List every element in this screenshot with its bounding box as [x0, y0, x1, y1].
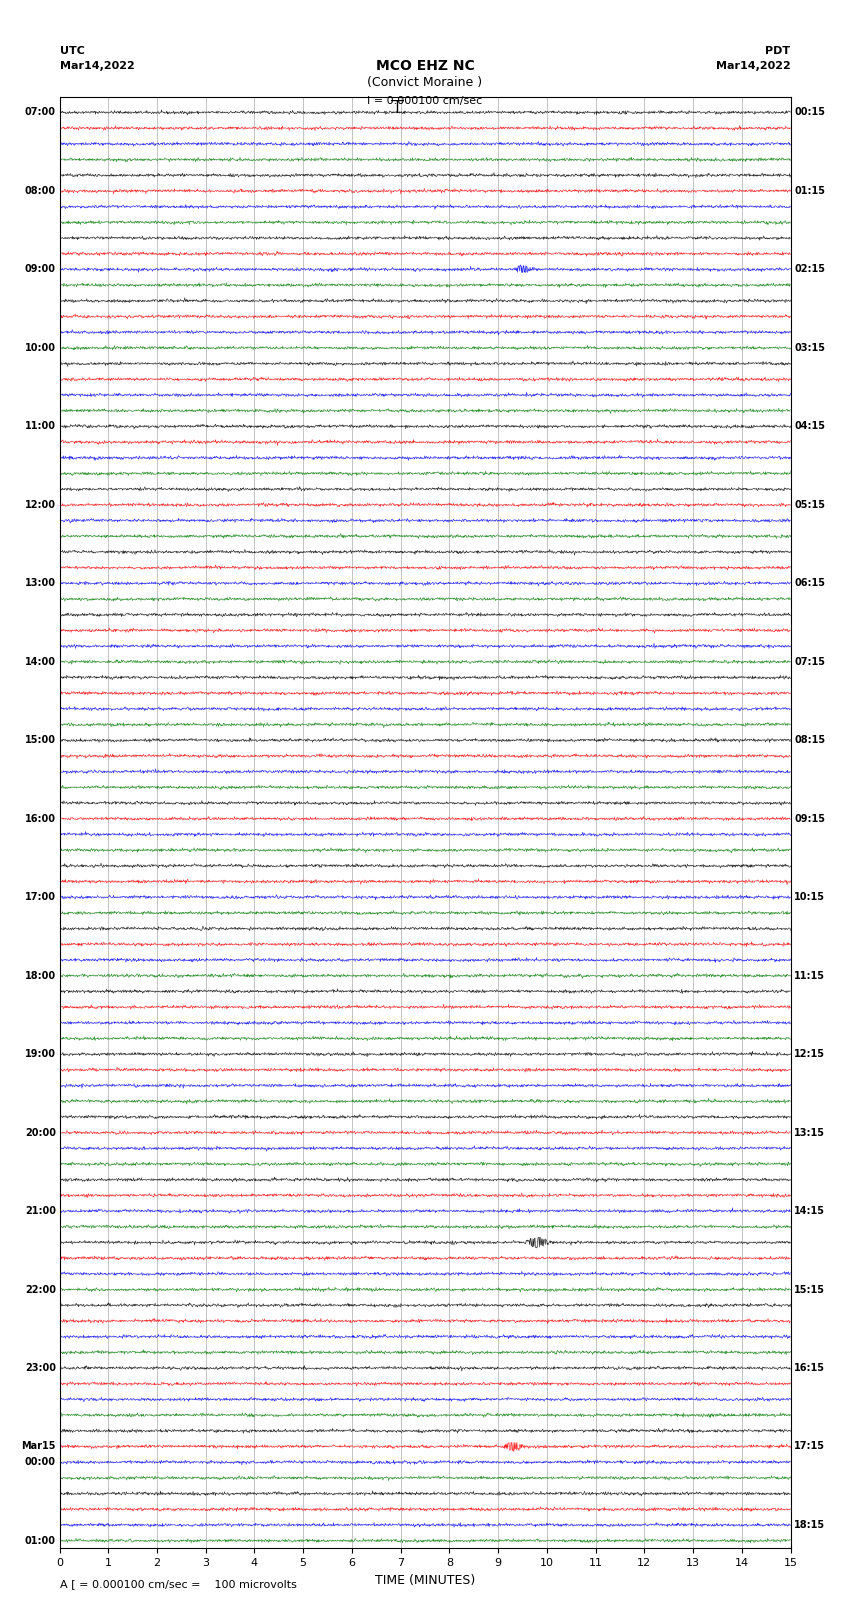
Text: 01:15: 01:15 [794, 185, 825, 195]
Text: 11:15: 11:15 [794, 971, 825, 981]
Text: 04:15: 04:15 [794, 421, 825, 431]
Text: 14:15: 14:15 [794, 1207, 825, 1216]
Text: A [ = 0.000100 cm/sec =    100 microvolts: A [ = 0.000100 cm/sec = 100 microvolts [60, 1579, 297, 1589]
Text: Mar14,2022: Mar14,2022 [716, 61, 790, 71]
Text: 11:00: 11:00 [25, 421, 56, 431]
Text: 20:00: 20:00 [25, 1127, 56, 1137]
Text: 13:00: 13:00 [25, 579, 56, 589]
Text: 19:00: 19:00 [25, 1048, 56, 1060]
Text: 15:00: 15:00 [25, 736, 56, 745]
Text: 07:15: 07:15 [794, 656, 825, 666]
X-axis label: TIME (MINUTES): TIME (MINUTES) [375, 1574, 475, 1587]
Text: 12:15: 12:15 [794, 1048, 825, 1060]
Text: I = 0.000100 cm/sec: I = 0.000100 cm/sec [367, 97, 483, 106]
Text: 00:15: 00:15 [794, 108, 825, 118]
Text: 01:00: 01:00 [25, 1536, 56, 1545]
Text: Mar14,2022: Mar14,2022 [60, 61, 134, 71]
Text: 23:00: 23:00 [25, 1363, 56, 1373]
Text: 16:15: 16:15 [794, 1363, 825, 1373]
Text: 09:00: 09:00 [25, 265, 56, 274]
Text: 06:15: 06:15 [794, 579, 825, 589]
Text: 12:00: 12:00 [25, 500, 56, 510]
Text: 17:00: 17:00 [25, 892, 56, 902]
Text: 05:15: 05:15 [794, 500, 825, 510]
Text: PDT: PDT [765, 47, 790, 56]
Text: 10:15: 10:15 [794, 892, 825, 902]
Text: 15:15: 15:15 [794, 1284, 825, 1295]
Text: 21:00: 21:00 [25, 1207, 56, 1216]
Text: 10:00: 10:00 [25, 344, 56, 353]
Text: 08:15: 08:15 [794, 736, 825, 745]
Text: 13:15: 13:15 [794, 1127, 825, 1137]
Text: 03:15: 03:15 [794, 344, 825, 353]
Text: MCO EHZ NC: MCO EHZ NC [376, 58, 474, 73]
Text: Mar15: Mar15 [21, 1442, 56, 1452]
Text: 07:00: 07:00 [25, 108, 56, 118]
Text: 02:15: 02:15 [794, 265, 825, 274]
Text: 08:00: 08:00 [25, 185, 56, 195]
Text: 18:00: 18:00 [25, 971, 56, 981]
Text: 17:15: 17:15 [794, 1442, 825, 1452]
Text: 22:00: 22:00 [25, 1284, 56, 1295]
Text: 18:15: 18:15 [794, 1519, 825, 1531]
Text: 14:00: 14:00 [25, 656, 56, 666]
Text: (Convict Moraine ): (Convict Moraine ) [367, 76, 483, 89]
Text: UTC: UTC [60, 47, 84, 56]
Text: 16:00: 16:00 [25, 813, 56, 824]
Text: 00:00: 00:00 [25, 1457, 56, 1468]
Text: 09:15: 09:15 [794, 813, 825, 824]
